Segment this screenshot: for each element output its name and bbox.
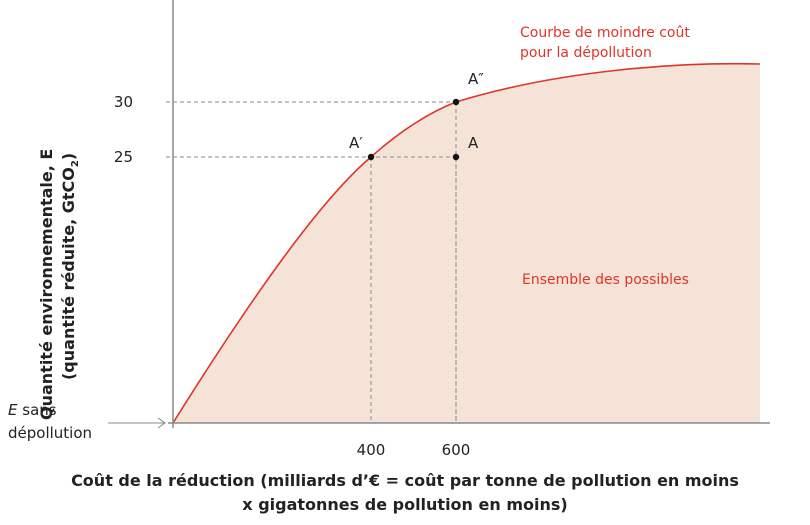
data-point [367,153,375,161]
y-axis-label: (quantité réduite, GtCO2) [59,153,81,380]
least-cost-curve [172,62,761,424]
origin-label: E sans [8,401,57,419]
x-axis-label: x gigatonnes de pollution en moins) [242,495,567,514]
x-tick-label: 600 [442,441,471,459]
y-tick-label: 30 [114,93,133,111]
point-label: A [468,134,479,152]
arrow-head-icon [157,417,166,429]
curve-label: Courbe de moindre coût [520,25,690,41]
y-axis-label: Quantité environnementale, E [37,149,56,420]
feasible-set-area [173,63,760,423]
data-point [452,153,460,161]
region-label: Ensemble des possibles [522,272,689,288]
point-label: A′ [349,134,363,152]
y-tick-label: 25 [114,148,133,166]
curve-label: pour la dépollution [520,45,652,61]
x-axis-label: Coût de la réduction (milliards d’€ = co… [71,471,739,490]
point-label: A″ [468,70,484,88]
origin-label: dépollution [8,424,92,442]
x-tick-label: 400 [357,441,386,459]
data-point [452,98,460,106]
